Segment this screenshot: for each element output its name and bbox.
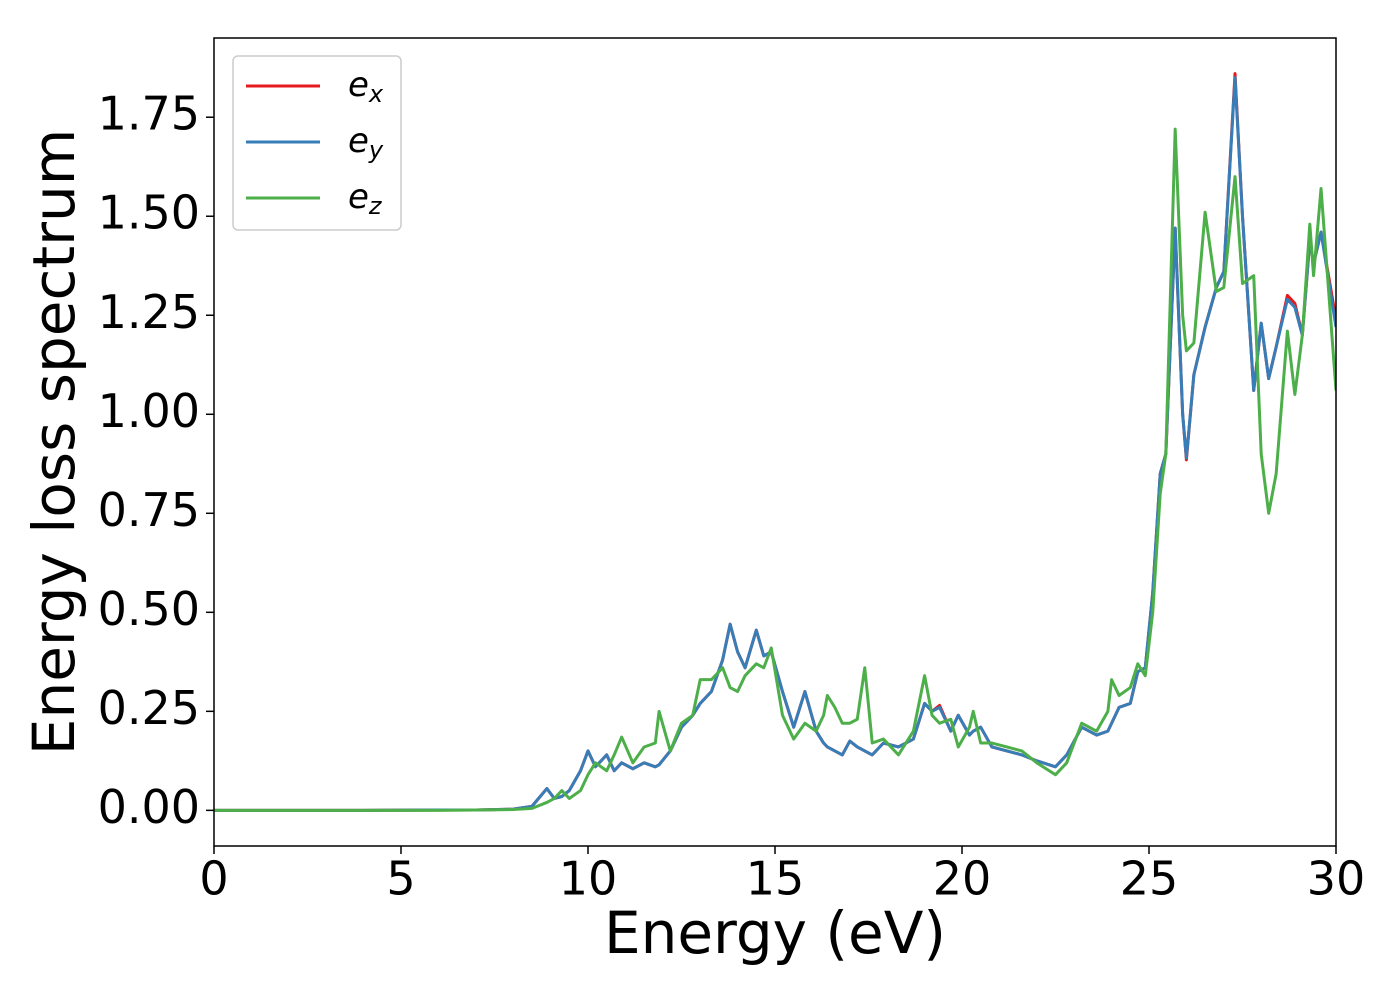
y-axis-label: Energy loss spectrum	[20, 129, 88, 755]
y-tick-label: 1.00	[98, 384, 200, 438]
plot-lines	[214, 72, 1336, 812]
y-tick-label: 0.00	[98, 780, 200, 834]
y-tick-label: 0.50	[98, 582, 200, 636]
x-axis-label: Energy (eV)	[604, 899, 946, 967]
x-tick-label: 10	[559, 852, 618, 906]
series-line	[214, 76, 1336, 812]
x-tick-label: 0	[199, 852, 228, 906]
y-tick-label: 1.75	[98, 87, 200, 141]
x-tick-label: 15	[746, 852, 805, 906]
y-tick-label: 0.25	[98, 681, 200, 735]
y-tick-label: 1.25	[98, 285, 200, 339]
y-tick-label: 0.75	[98, 483, 200, 537]
legend-label: ex	[348, 65, 384, 109]
series-line	[214, 127, 1336, 812]
legend-label: ey	[348, 121, 384, 165]
legend-label: ez	[348, 177, 383, 221]
plot-frame	[213, 37, 1337, 847]
x-tick-label: 30	[1307, 852, 1366, 906]
x-tick-label: 25	[1120, 852, 1179, 906]
x-tick-label: 5	[386, 852, 415, 906]
x-tick-label: 20	[933, 852, 992, 906]
y-tick-label: 1.50	[98, 186, 200, 240]
